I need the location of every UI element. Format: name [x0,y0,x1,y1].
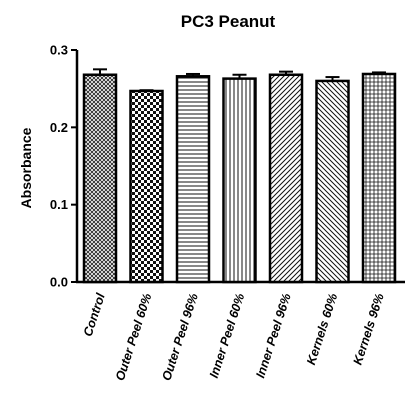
x-category-label: Control [81,291,108,338]
x-category-label: Kernels 96% [351,292,387,367]
bar-group [82,72,397,284]
x-category-label: Outer Peel 96% [159,292,200,383]
bar [82,73,118,284]
y-tick-label: 0.3 [50,43,68,58]
bar [268,73,304,284]
bar [175,75,211,284]
bar [129,89,164,284]
x-category-label: Outer Peel 60% [113,292,154,383]
y-tick-label: 0.2 [50,120,68,135]
y-tick-label: 0.0 [50,275,68,290]
bar [222,77,257,284]
y-axis-label: Absorbance [18,127,34,208]
x-category-label: Inner Peel 96% [253,292,294,380]
y-tick-label: 0.1 [50,197,68,212]
category-label-group: Control Outer Peel 60% Outer Peel 96% Inner… [81,291,387,382]
x-category-label: Inner Peel 60% [207,292,248,380]
bar [315,79,350,284]
bar [361,72,397,284]
chart-title: PC3 Peanut [181,12,276,31]
error-bar-group [93,68,386,92]
x-category-label: Kernels 60% [304,292,340,367]
y-tick-group: 0.0 0.1 0.2 0.3 [50,43,77,290]
